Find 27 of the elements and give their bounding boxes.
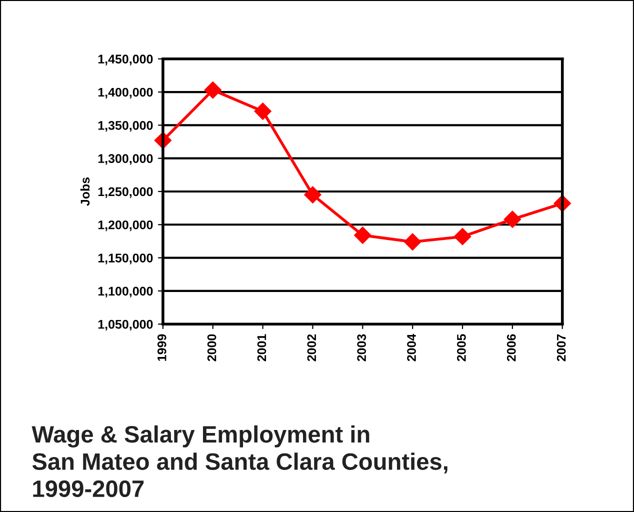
point [504, 210, 521, 228]
point [204, 81, 222, 99]
x-tick-label: 2007 [556, 334, 566, 362]
y-axis-title: Jobs [80, 177, 90, 206]
y-tick-label: 1,450,000 [98, 54, 153, 66]
x-tick-label: 2000 [207, 334, 216, 362]
y-tick-label: 1,300,000 [98, 154, 153, 165]
x-tick-label: 2003 [357, 334, 366, 362]
y-tick-label: 1,400,000 [98, 88, 153, 98]
y-tick-label: 1,050,000 [98, 320, 153, 331]
x-tick-label: 2001 [257, 334, 266, 362]
x-tick-label: 2006 [506, 334, 516, 362]
y-tick-label: 1,200,000 [98, 220, 153, 232]
y-tick-label: 1,100,000 [98, 286, 153, 298]
x-tick-label: 2002 [307, 334, 316, 362]
point [454, 228, 472, 246]
point [254, 102, 272, 120]
y-tick-label: 1,250,000 [98, 187, 153, 198]
y-tick-label: 1,150,000 [98, 254, 153, 264]
x-tick-label: 2005 [457, 334, 466, 362]
point [404, 233, 422, 250]
point [354, 226, 372, 244]
y-tick-label: 1,350,000 [98, 120, 153, 132]
x-tick-label: 1999 [157, 334, 166, 361]
text: Wage & Salary Employment in San Mateo and Santa Clara Counties, 1999-2007 [32, 425, 448, 498]
x-tick-label: 2004 [407, 334, 416, 362]
point [304, 186, 322, 204]
